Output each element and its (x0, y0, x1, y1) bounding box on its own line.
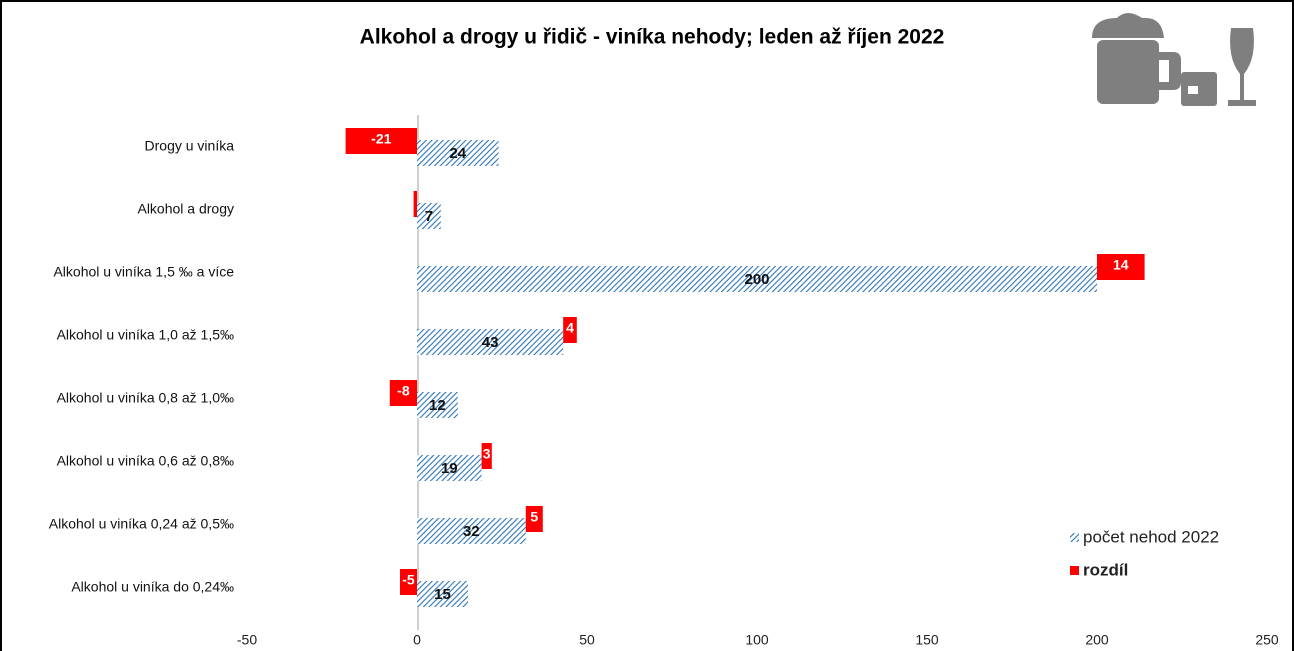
category-label: Alkohol u viníka 1,5 ‰ a více (53, 264, 234, 280)
data-label: 43 (482, 334, 499, 351)
data-label: -8 (397, 383, 410, 399)
bar (417, 203, 441, 229)
x-tick-label: -50 (237, 632, 257, 648)
legend-label: počet nehod 2022 (1083, 527, 1219, 546)
data-label: 3 (483, 446, 491, 462)
x-tick-label: 200 (1085, 632, 1109, 648)
bar (389, 380, 417, 406)
bar (1097, 254, 1145, 280)
data-label: 12 (429, 397, 446, 414)
bar (417, 140, 499, 166)
data-label: 24 (449, 145, 466, 162)
bar (563, 317, 577, 343)
category-label: Alkohol u viníka 0,6 až 0,8‰ (57, 453, 234, 469)
data-label: -5 (402, 572, 415, 588)
bar (345, 128, 417, 154)
category-label: Drogy u viníka (145, 138, 235, 154)
x-tick-label: 100 (745, 632, 769, 648)
legend-label: rozdíl (1083, 560, 1128, 579)
data-label: 14 (1113, 257, 1129, 273)
bar (417, 266, 1097, 292)
bar (413, 191, 417, 217)
data-label: -21 (371, 131, 391, 147)
legend-swatch (1070, 533, 1079, 542)
bar (417, 392, 458, 418)
bar (417, 581, 468, 607)
bar (417, 455, 482, 481)
data-label: 15 (434, 586, 451, 603)
data-label: 4 (566, 320, 574, 336)
data-label: 5 (530, 509, 538, 525)
bar (400, 569, 417, 595)
category-label: Alkohol u viníka 1,0 až 1,5‰ (57, 327, 234, 343)
bar (417, 518, 526, 544)
x-tick-label: 50 (579, 632, 595, 648)
category-label: Alkohol u viníka 0,24 až 0,5‰ (49, 516, 234, 532)
category-label: Alkohol u viníka 0,8 až 1,0‰ (57, 390, 234, 406)
category-label: Alkohol u viníka do 0,24‰ (71, 579, 234, 595)
data-label: 200 (744, 271, 769, 288)
chart-title: Alkohol a drogy u řidič - viníka nehody;… (360, 26, 945, 49)
bar (481, 443, 492, 469)
x-tick-label: 150 (915, 632, 939, 648)
bar (525, 506, 543, 532)
data-label: 7 (425, 208, 433, 225)
drinks-icon (1092, 13, 1256, 106)
data-label: 32 (463, 523, 480, 540)
bar (417, 329, 564, 355)
data-label: 19 (441, 460, 458, 477)
legend-swatch (1070, 566, 1079, 575)
x-tick-label: 0 (413, 632, 421, 648)
category-label: Alkohol a drogy (137, 201, 234, 217)
x-tick-label: 250 (1255, 632, 1279, 648)
